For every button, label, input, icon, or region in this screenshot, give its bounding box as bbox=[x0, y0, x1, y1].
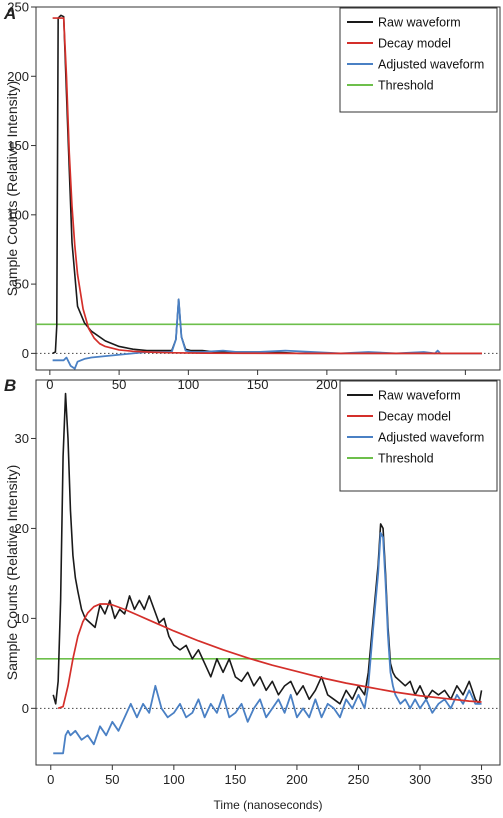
panel-a-legend-label-threshold: Threshold bbox=[378, 79, 434, 93]
panel-b-x-tick-label-0: 0 bbox=[47, 772, 54, 787]
panel-b-x-tick-label-250: 250 bbox=[348, 772, 370, 787]
panel-b-x-tick-label-150: 150 bbox=[225, 772, 247, 787]
panel-b-x-tick-label-200: 200 bbox=[286, 772, 308, 787]
panel-a-series-decay-model bbox=[52, 17, 482, 355]
panel-a-legend-box bbox=[339, 7, 498, 113]
panel-a-plot-frame bbox=[35, 6, 501, 371]
panel-b-x-tick-label-350: 350 bbox=[471, 772, 493, 787]
panel-b-legend-label-decay-model: Decay model bbox=[378, 410, 451, 424]
panel-a-y-tick-label-0: 0 bbox=[22, 346, 29, 361]
panel-b-series-raw-waveform bbox=[52, 392, 483, 705]
panel-b-y-tick-label-10: 10 bbox=[15, 611, 29, 626]
panel-a-legend-label-raw-waveform: Raw waveform bbox=[378, 16, 461, 30]
panel-b-plot-frame bbox=[35, 379, 501, 766]
panel-b-y-tick-label-20: 20 bbox=[15, 521, 29, 536]
panel-b-series-adjusted-waveform bbox=[53, 532, 482, 755]
panel-b-x-tick-label-100: 100 bbox=[163, 772, 185, 787]
panel-a-legend-label-adjusted-waveform: Adjusted waveform bbox=[378, 58, 484, 72]
panel-a-y-axis-label: Sample Counts (Relative Intensity) bbox=[4, 81, 20, 297]
panel-a-x-tick-label-200: 200 bbox=[316, 377, 338, 392]
panel-a-y-tick-label-100: 100 bbox=[7, 207, 29, 222]
panel-a: A050100150200250050100150200250300Sample… bbox=[3, 0, 501, 392]
panel-a-letter: A bbox=[3, 4, 16, 23]
panel-b-y-tick-label-30: 30 bbox=[15, 431, 29, 446]
panel-a-series-adjusted-waveform bbox=[52, 298, 482, 370]
panel-b-x-tick-label-300: 300 bbox=[409, 772, 431, 787]
panel-a-x-tick-label-100: 100 bbox=[178, 377, 200, 392]
panel-a-y-tick-label-250: 250 bbox=[7, 0, 29, 15]
panel-b-series-decay-model bbox=[57, 603, 482, 710]
panel-a-x-tick-label-0: 0 bbox=[46, 377, 53, 392]
panel-b-legend-label-raw-waveform: Raw waveform bbox=[378, 389, 461, 403]
panel-b-x-axis-label: Time (nanoseconds) bbox=[214, 798, 323, 812]
panel-b-legend: Raw waveform Decay model Adjusted waveform… bbox=[339, 380, 498, 492]
panel-a-y-tick-label-50: 50 bbox=[15, 277, 29, 292]
panel-a-legend: Raw waveform Decay model Adjusted waveform… bbox=[339, 7, 498, 113]
panel-a-y-tick-label-200: 200 bbox=[7, 69, 29, 84]
panel-a-x-tick-label-50: 50 bbox=[112, 377, 126, 392]
panel-a-y-tick-label-150: 150 bbox=[7, 138, 29, 153]
panel-a-x-tick-label-150: 150 bbox=[247, 377, 269, 392]
panel-b-y-axis-label: Sample Counts (Relative Intensity) bbox=[4, 465, 20, 681]
panel-b-x-tick-label-50: 50 bbox=[105, 772, 119, 787]
panel-b-legend-label-threshold: Threshold bbox=[378, 452, 434, 466]
panel-b-y-tick-label-0: 0 bbox=[22, 701, 29, 716]
panel-b-legend-label-adjusted-waveform: Adjusted waveform bbox=[378, 431, 484, 445]
panel-a-legend-label-decay-model: Decay model bbox=[378, 37, 451, 51]
panel-b-letter: B bbox=[4, 376, 16, 395]
